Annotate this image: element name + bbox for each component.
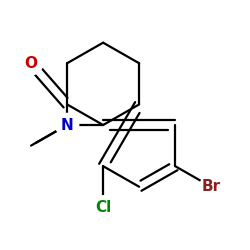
Text: N: N bbox=[61, 118, 74, 132]
Circle shape bbox=[56, 114, 79, 136]
Circle shape bbox=[20, 52, 43, 75]
Text: Cl: Cl bbox=[95, 200, 111, 215]
Circle shape bbox=[92, 196, 115, 219]
Circle shape bbox=[200, 175, 223, 198]
Text: Br: Br bbox=[202, 179, 221, 194]
Text: O: O bbox=[24, 56, 38, 71]
